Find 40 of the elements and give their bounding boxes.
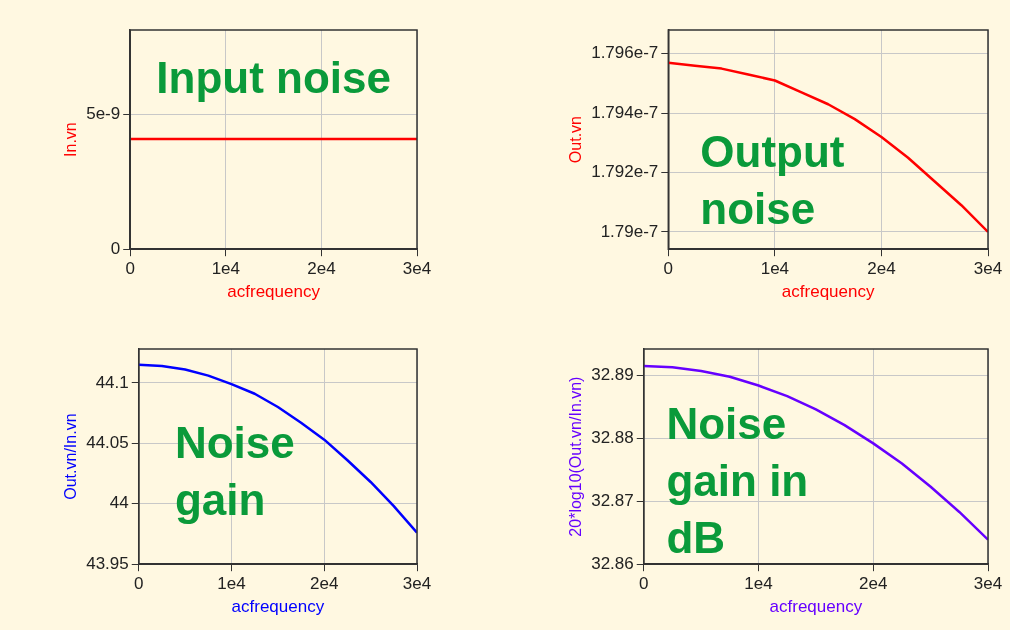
x-axis-title: acfrequency: [231, 597, 325, 617]
y-tick-label: 43.95: [86, 553, 129, 573]
x-tick-label: 3e4: [402, 259, 432, 279]
y-tick-label: 1.792e-7: [591, 162, 659, 182]
x-axis-title: acfrequency: [227, 282, 321, 302]
x-tick-label: 1e4: [211, 259, 240, 279]
annotation: Noise gain in dB: [666, 398, 809, 562]
y-tick-label: 44.1: [95, 372, 129, 392]
x-tick-label: 1e4: [217, 574, 246, 594]
y-tick-label: 44: [109, 493, 129, 513]
x-tick-label: 2e4: [859, 574, 888, 594]
y-tick-label: 32.86: [591, 553, 634, 573]
y-tick-label: 1.79e-7: [600, 221, 659, 241]
y-tick-label: 32.87: [591, 490, 634, 510]
y-tick-label: 1.796e-7: [591, 43, 659, 63]
x-tick-label: 3e4: [402, 574, 432, 594]
annotation: Input noise: [156, 52, 391, 102]
y-axis-title: Out.vn/In.vn: [62, 413, 80, 500]
y-tick-label: 32.89: [591, 365, 634, 385]
x-tick-label: 0: [663, 259, 674, 279]
x-tick-label: 1e4: [744, 574, 773, 594]
x-axis-title: acfrequency: [781, 282, 875, 302]
x-tick-label: 2e4: [310, 574, 339, 594]
annotation: Output noise: [700, 127, 845, 234]
x-tick-label: 2e4: [307, 259, 336, 279]
y-tick-label: 44.05: [86, 432, 129, 452]
y-axis-title: 20*log10(Out.vn/In.vn): [567, 376, 585, 537]
y-tick-label: 0: [110, 238, 121, 258]
x-tick-label: 3e4: [973, 259, 1003, 279]
x-tick-label: 2e4: [867, 259, 896, 279]
y-tick-label: 1.794e-7: [591, 102, 659, 122]
annotation: Noise gain: [174, 417, 295, 524]
y-axis-title: Out.vn: [567, 116, 585, 164]
y-axis-title: In.vn: [62, 122, 80, 157]
y-tick-label: 32.88: [591, 428, 634, 448]
x-tick-label: 1e4: [760, 259, 790, 279]
x-tick-label: 0: [134, 574, 144, 594]
x-axis-title: acfrequency: [769, 597, 863, 617]
y-tick-label: 5e-9: [86, 104, 121, 124]
x-tick-label: 3e4: [973, 574, 1003, 594]
